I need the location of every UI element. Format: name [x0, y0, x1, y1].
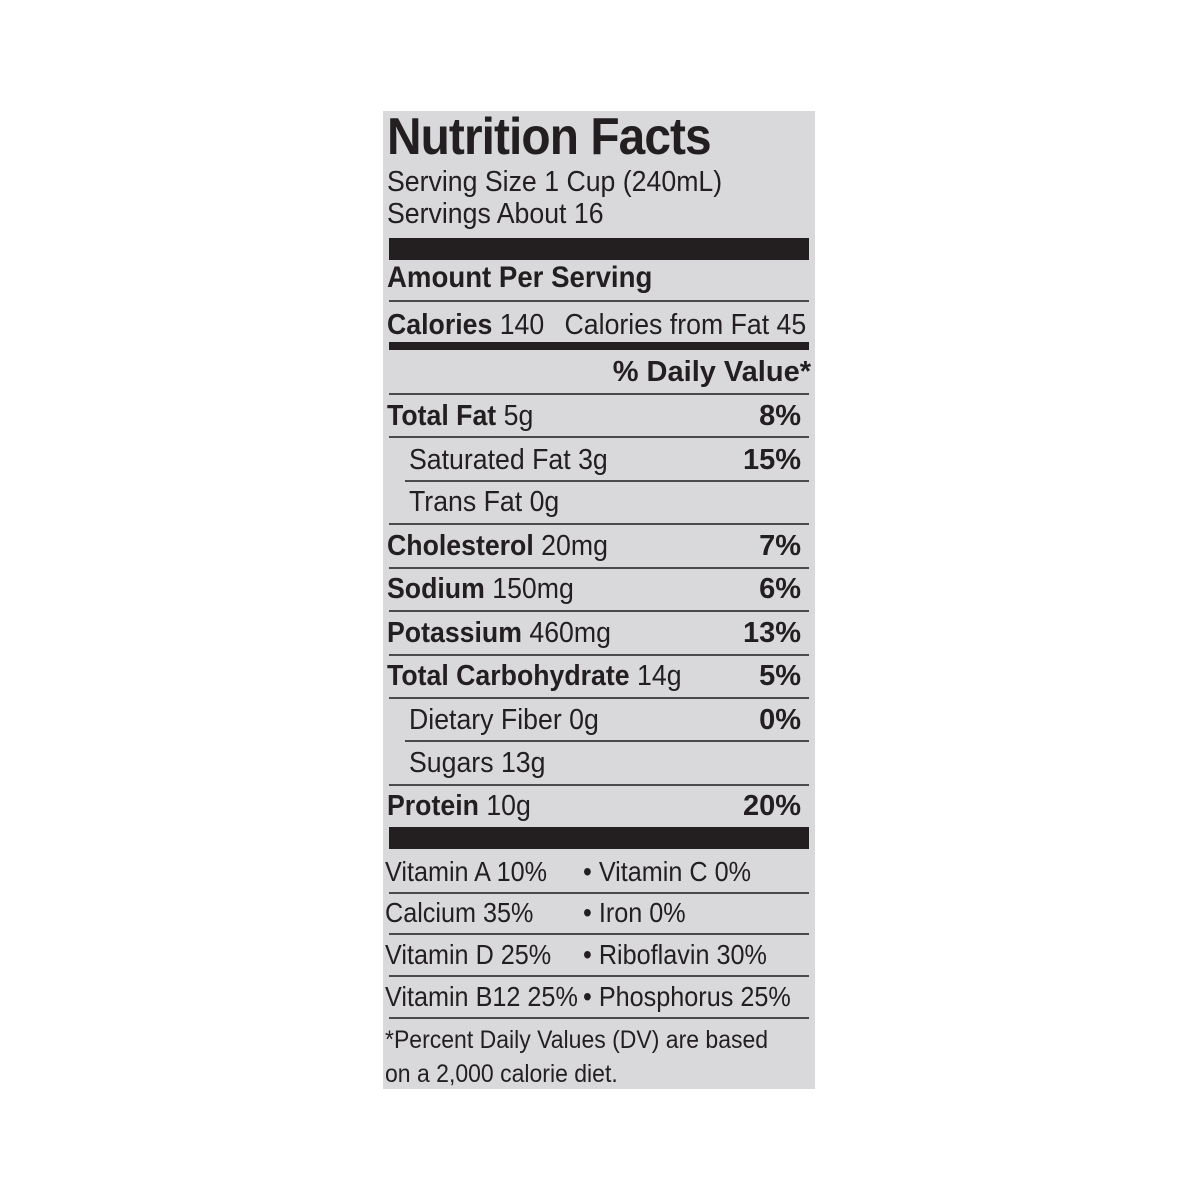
vitamin-right: • Iron 0%: [583, 897, 686, 928]
divider: [389, 567, 809, 569]
nutrient-amount: 5g: [503, 400, 534, 432]
footnote: *Percent Daily Values (DV) are based on …: [385, 1026, 769, 1088]
divider: [389, 1017, 809, 1019]
nutrient-dv: 6%: [759, 573, 801, 605]
divider: [389, 393, 809, 395]
nutrient-name: Saturated Fat: [409, 444, 571, 476]
thick-divider: [389, 827, 809, 849]
calories-row: Calories 140 Calories from Fat 45: [387, 305, 815, 345]
vitamin-left: Calcium 35%: [385, 897, 534, 928]
nutrient-row: Sodium 150mg 6%: [387, 569, 801, 609]
nutrient-amount: 0g: [569, 704, 599, 736]
nutrient-row: Total Carbohydrate 14g 5%: [387, 656, 801, 696]
nutrient-row: Cholesterol 20mg 7%: [387, 526, 801, 566]
nutrient-dv: 15%: [742, 444, 801, 476]
calories-value: 140: [499, 309, 545, 341]
vitamin-right: • Vitamin C 0%: [583, 856, 752, 887]
divider: [389, 697, 809, 699]
nutrient-name: Total Carbohydrate: [387, 660, 630, 692]
nutrient-dv: 8%: [759, 400, 801, 432]
calories-from-fat: Calories from Fat 45: [564, 309, 807, 341]
calories-label: Calories: [387, 309, 493, 341]
nutrient-row: Sugars 13g: [387, 743, 801, 783]
vitamin-left: Vitamin A 10%: [385, 856, 548, 887]
divider: [389, 300, 809, 302]
medium-divider: [389, 342, 809, 350]
nutrient-name: Protein: [387, 790, 479, 822]
serving-size: Serving Size 1 Cup (240mL): [387, 166, 723, 198]
divider: [389, 654, 809, 656]
nutrient-dv: 13%: [742, 617, 801, 649]
nutrient-name: Trans Fat: [409, 486, 523, 518]
nutrient-amount: 3g: [578, 444, 608, 476]
nutrition-facts-label: Nutrition Facts Serving Size 1 Cup (240m…: [383, 111, 815, 1089]
nutrient-amount: 20mg: [541, 530, 608, 562]
divider: [389, 436, 809, 438]
nutrient-name: Dietary Fiber: [409, 704, 562, 736]
servings-per-container: Servings About 16: [387, 198, 604, 230]
label-title: Nutrition Facts: [387, 108, 712, 166]
divider: [389, 892, 809, 894]
nutrient-amount: 10g: [486, 790, 531, 822]
nutrient-amount: 14g: [637, 660, 682, 692]
thick-divider: [389, 238, 809, 260]
vitamin-right: • Phosphorus 25%: [583, 981, 791, 1012]
daily-value-header: % Daily Value*: [612, 356, 811, 388]
nutrient-name: Potassium: [387, 617, 522, 649]
divider: [389, 933, 809, 935]
divider: [389, 975, 809, 977]
divider: [405, 740, 809, 742]
nutrient-name: Total Fat: [387, 400, 497, 432]
divider: [389, 523, 809, 525]
nutrient-dv: 0%: [759, 704, 801, 736]
nutrient-row: Total Fat 5g 8%: [387, 396, 801, 436]
nutrient-row: Dietary Fiber 0g 0%: [387, 700, 801, 740]
nutrient-row: Protein 10g 20%: [387, 786, 801, 826]
nutrient-amount: 0g: [529, 486, 560, 518]
nutrient-row: Potassium 460mg 13%: [387, 613, 801, 653]
nutrient-amount: 150mg: [492, 573, 574, 605]
nutrient-name: Sugars: [409, 747, 494, 779]
vitamin-left: Vitamin B12 25%: [385, 981, 578, 1012]
nutrient-dv: 5%: [759, 660, 801, 692]
nutrient-name: Cholesterol: [387, 530, 534, 562]
divider: [405, 480, 809, 482]
nutrient-dv: 20%: [742, 790, 801, 822]
nutrient-name: Sodium: [387, 573, 485, 605]
nutrient-amount: 13g: [500, 747, 546, 779]
nutrient-dv: 7%: [759, 530, 801, 562]
vitamin-right: • Riboflavin 30%: [583, 939, 767, 970]
divider: [389, 610, 809, 612]
nutrient-amount: 460mg: [529, 617, 611, 649]
vitamin-left: Vitamin D 25%: [385, 939, 552, 970]
divider: [389, 784, 809, 786]
amount-per-serving: Amount Per Serving: [387, 261, 653, 294]
nutrient-row: Saturated Fat 3g 15%: [387, 440, 801, 480]
nutrient-row: Trans Fat 0g: [387, 482, 801, 522]
